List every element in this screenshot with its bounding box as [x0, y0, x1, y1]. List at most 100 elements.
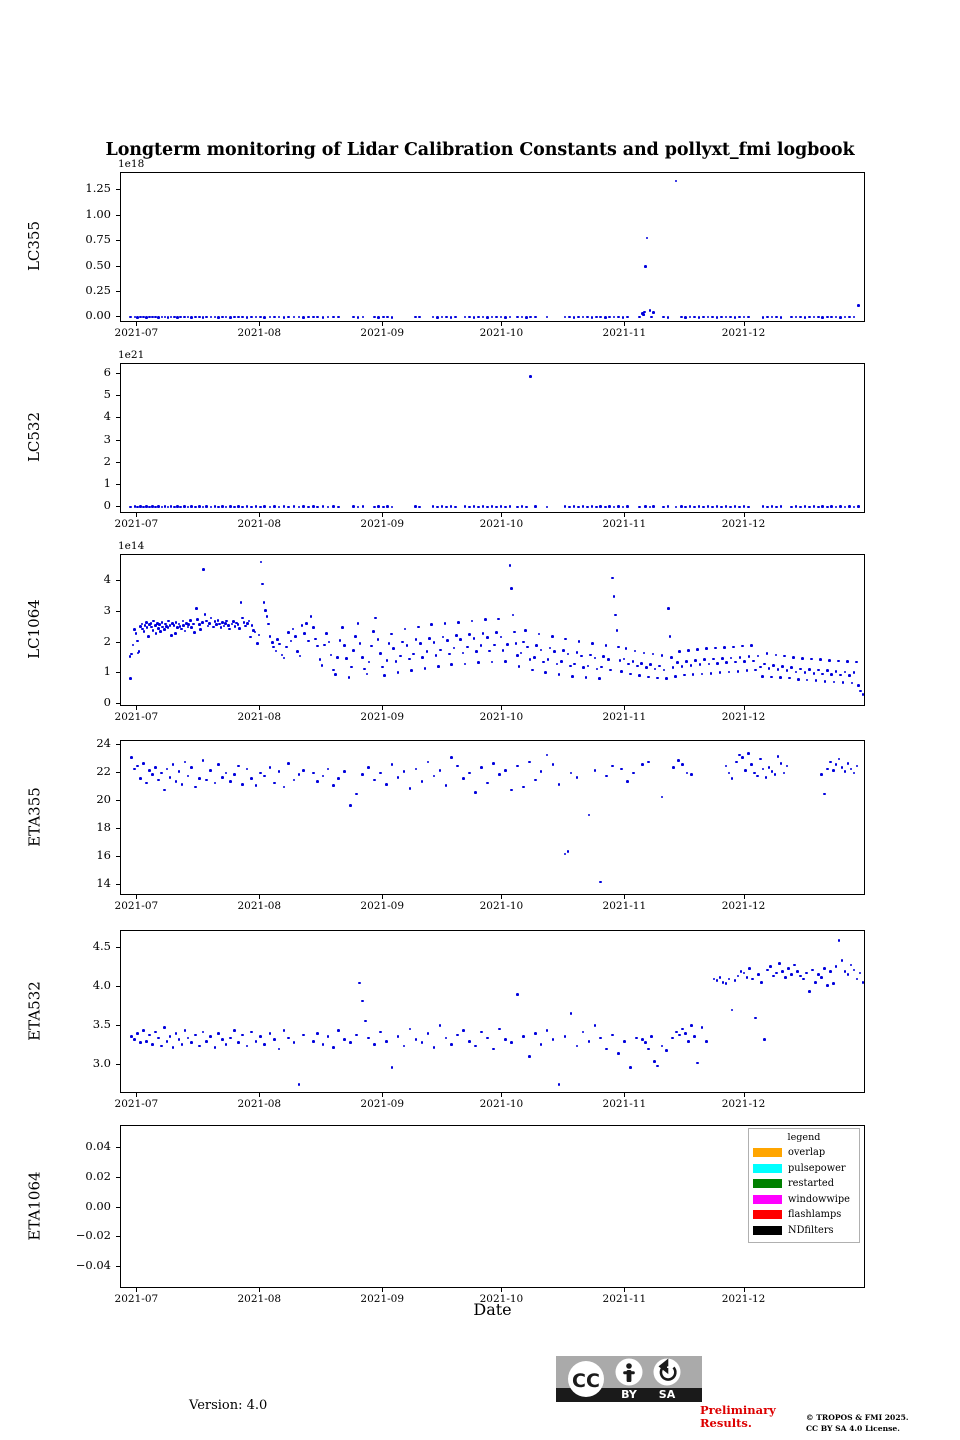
data-point	[718, 976, 722, 979]
data-point	[559, 660, 563, 663]
data-point	[794, 670, 798, 674]
data-point	[779, 762, 783, 765]
data-point	[130, 652, 133, 656]
data-point	[154, 632, 158, 635]
data-point	[292, 1041, 296, 1045]
data-point	[148, 505, 151, 509]
data-point	[790, 315, 793, 319]
data-point	[133, 1038, 136, 1041]
data-point	[302, 1033, 305, 1037]
data-point	[732, 645, 735, 649]
data-point	[715, 505, 719, 508]
data-point	[139, 625, 142, 628]
data-point	[587, 813, 591, 817]
x-tick-label: 2021-08	[237, 327, 282, 339]
data-point	[819, 658, 822, 661]
data-point	[349, 803, 352, 807]
data-point	[307, 639, 311, 643]
data-point	[484, 618, 487, 622]
data-point	[778, 962, 781, 965]
data-point	[711, 315, 714, 319]
data-point	[224, 622, 227, 625]
data-point	[779, 505, 783, 508]
legend-swatch-pulsepower	[753, 1163, 782, 1173]
preliminary-results-note: Preliminary Results.	[700, 1404, 790, 1430]
data-point	[766, 505, 769, 509]
data-point	[752, 771, 756, 775]
data-point	[179, 505, 182, 509]
data-point	[825, 505, 829, 509]
x-tick-mark	[501, 322, 503, 326]
data-point	[185, 622, 188, 625]
data-point	[730, 1008, 734, 1012]
data-point	[839, 315, 842, 319]
data-point	[363, 667, 366, 671]
y-tick-label: 16	[96, 847, 111, 862]
x-tick-label: 2021-10	[479, 327, 524, 339]
data-point	[684, 1032, 687, 1035]
data-point	[196, 618, 200, 621]
data-point	[738, 753, 741, 757]
data-point	[557, 673, 561, 676]
data-point	[572, 315, 576, 319]
data-point	[199, 628, 202, 631]
data-point	[564, 637, 568, 641]
legend-entry-overlap: overlap	[753, 1145, 855, 1161]
data-point	[849, 767, 853, 771]
data-point	[747, 655, 751, 658]
data-point	[617, 645, 620, 649]
data-point	[420, 1041, 424, 1045]
data-point	[177, 622, 181, 626]
data-point	[814, 980, 817, 984]
data-point	[352, 315, 355, 319]
data-point	[361, 655, 364, 659]
data-point	[633, 649, 637, 653]
data-point	[597, 677, 601, 681]
data-point	[190, 505, 194, 508]
data-point	[744, 769, 747, 772]
data-point	[356, 505, 360, 509]
data-point	[757, 973, 761, 976]
legend-label-restarted: restarted	[788, 1178, 834, 1190]
data-point	[213, 1046, 217, 1049]
data-point	[129, 315, 132, 319]
data-point	[591, 642, 594, 646]
data-point	[268, 1032, 272, 1035]
data-point	[581, 1030, 585, 1034]
data-point	[742, 315, 746, 319]
data-point	[770, 315, 774, 319]
data-point	[648, 505, 652, 509]
data-point	[825, 669, 829, 673]
data-point	[343, 770, 346, 774]
data-point	[426, 1032, 430, 1035]
data-point	[672, 766, 676, 769]
data-point	[378, 771, 382, 775]
data-point	[656, 676, 659, 680]
data-point	[213, 620, 217, 623]
data-point	[831, 982, 835, 986]
data-point	[166, 505, 170, 509]
data-point	[436, 505, 439, 509]
data-point	[168, 776, 172, 779]
x-tick-mark	[743, 706, 745, 710]
data-point	[855, 764, 859, 768]
subplot-lc1064	[120, 554, 865, 706]
data-point	[468, 633, 471, 636]
y-tick-mark	[116, 265, 120, 267]
data-point	[250, 1030, 253, 1034]
data-point	[265, 615, 269, 618]
data-point	[733, 315, 737, 319]
preliminary-line-1: Preliminary	[700, 1403, 776, 1417]
x-tick-mark	[624, 322, 626, 326]
data-point	[200, 620, 204, 624]
data-point	[754, 1016, 758, 1020]
data-point	[145, 626, 149, 630]
x-tick-label: 2021-09	[360, 327, 405, 339]
subplot-eta1064	[120, 1125, 865, 1288]
data-point	[729, 505, 732, 509]
data-point	[384, 782, 388, 786]
data-point	[775, 315, 778, 319]
preliminary-line-2: Results.	[700, 1416, 752, 1430]
legend-entry-flashlamps: flashlamps	[753, 1207, 855, 1223]
data-point	[794, 505, 798, 508]
